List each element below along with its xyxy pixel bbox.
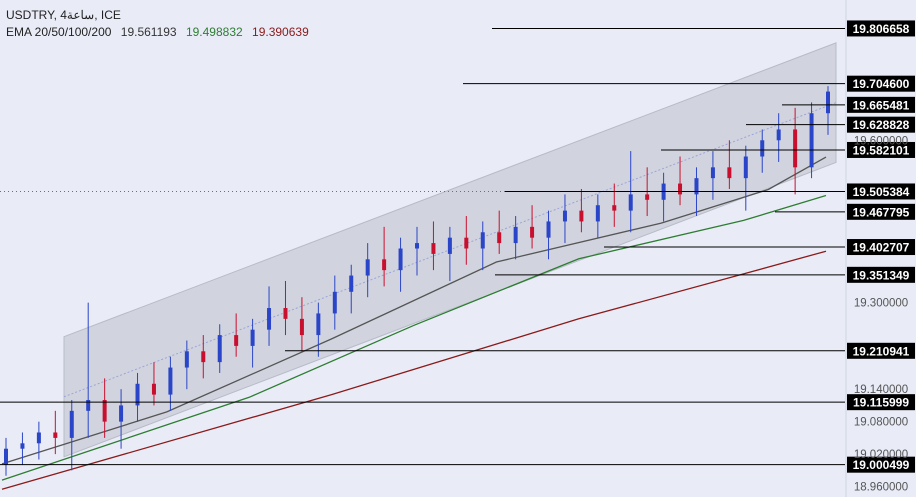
ema-200-line: [1, 250, 827, 490]
level-label: 19.351349: [853, 268, 910, 282]
candle-body: [645, 194, 650, 200]
candle-body: [119, 405, 124, 422]
candle-body: [497, 232, 502, 244]
candle-body: [250, 329, 255, 346]
level-label: 19.402707: [853, 241, 910, 255]
level-label-bg: [847, 342, 915, 359]
candle-body: [809, 113, 814, 168]
level-label: 19.582101: [853, 143, 910, 157]
candle-body: [135, 383, 140, 406]
candle-body: [217, 335, 222, 363]
candle-body: [595, 205, 600, 222]
candle-body: [102, 400, 107, 422]
price-axis-tick: 19.140000: [854, 384, 908, 396]
candle-body: [151, 383, 156, 395]
level-label-bg: [847, 203, 915, 220]
candle-body: [349, 275, 354, 292]
level-label-bg: [847, 394, 915, 411]
candle-body: [480, 232, 485, 249]
ema-50-line: [1, 194, 827, 481]
candle-body: [168, 367, 173, 395]
candle-body: [513, 226, 518, 244]
candle-body: [464, 237, 469, 249]
candle-body: [776, 129, 781, 141]
candle-body: [447, 237, 452, 254]
level-label: 19.467795: [853, 205, 910, 219]
candle-body: [760, 140, 765, 157]
candle-body: [299, 318, 304, 336]
level-label-bg: [847, 456, 915, 473]
candle-body: [53, 432, 58, 438]
candle-body: [184, 351, 189, 368]
level-label-bg: [847, 20, 915, 37]
candle-body: [431, 243, 436, 254]
price-axis-tick: 19.020000: [854, 449, 908, 461]
level-label-bg: [847, 116, 915, 133]
ema-20-line: [1, 156, 827, 465]
price-axis-tick: 19.600000: [854, 135, 908, 147]
candle-body: [562, 210, 567, 222]
candle-body: [365, 259, 370, 276]
level-label: 19.115999: [853, 396, 909, 410]
candle-body: [69, 410, 74, 438]
candle-body: [826, 91, 830, 114]
price-axis-tick: 19.300000: [854, 298, 908, 310]
candle-body: [4, 448, 8, 465]
candle-body: [201, 351, 206, 363]
candle-body: [415, 243, 419, 249]
level-label: 19.665481: [853, 98, 910, 112]
level-label-bg: [847, 141, 915, 158]
candle-body: [234, 335, 239, 346]
level-label-bg: [847, 75, 915, 92]
candle-body: [86, 400, 91, 411]
level-label: 19.704600: [853, 77, 910, 91]
candle-body: [727, 167, 732, 179]
level-label: 19.505384: [853, 185, 910, 199]
candle-body: [316, 313, 321, 336]
candle-body: [694, 178, 699, 195]
level-label: 19.210941: [853, 344, 910, 358]
symbol-title: USDTRY, 4ساعة, ICE: [6, 8, 121, 22]
level-label-bg: [847, 183, 915, 200]
candle-body: [628, 194, 633, 211]
candle-body: [332, 291, 337, 314]
ema-value-1: 19.561193: [120, 25, 177, 39]
candle-body: [382, 259, 387, 271]
level-label-bg: [847, 239, 915, 256]
chart-legend: USDTRY, 4ساعة, ICE EMA 20/50/100/200 19.…: [6, 7, 315, 41]
candle-body: [793, 129, 798, 168]
candle-body: [20, 443, 25, 449]
level-label-bg: [847, 266, 915, 283]
level-label: 19.806658: [853, 22, 910, 36]
candle-body: [612, 205, 617, 211]
candle-body: [398, 248, 403, 271]
candle-body: [283, 308, 288, 319]
ema-legend-row: EMA 20/50/100/200 19.561193 19.498832 19…: [6, 24, 315, 41]
price-axis-tick: 19.080000: [854, 417, 908, 429]
candle-body: [546, 221, 551, 238]
candle-body: [530, 226, 535, 238]
ema-value-2: 19.498832: [185, 25, 243, 39]
ema-label: EMA 20/50/100/200: [6, 25, 112, 39]
candle-body: [710, 167, 715, 179]
ema-value-3: 19.390639: [252, 25, 309, 39]
candle-body: [743, 156, 748, 179]
level-label: 19.628828: [853, 118, 910, 132]
level-label: 19.000499: [853, 458, 910, 472]
candle-body: [579, 210, 584, 222]
candle-body: [267, 308, 272, 330]
candle-body: [678, 183, 683, 195]
candle-body: [36, 432, 41, 444]
price-axis-tick: 18.960000: [854, 482, 908, 494]
level-label-bg: [847, 96, 915, 113]
